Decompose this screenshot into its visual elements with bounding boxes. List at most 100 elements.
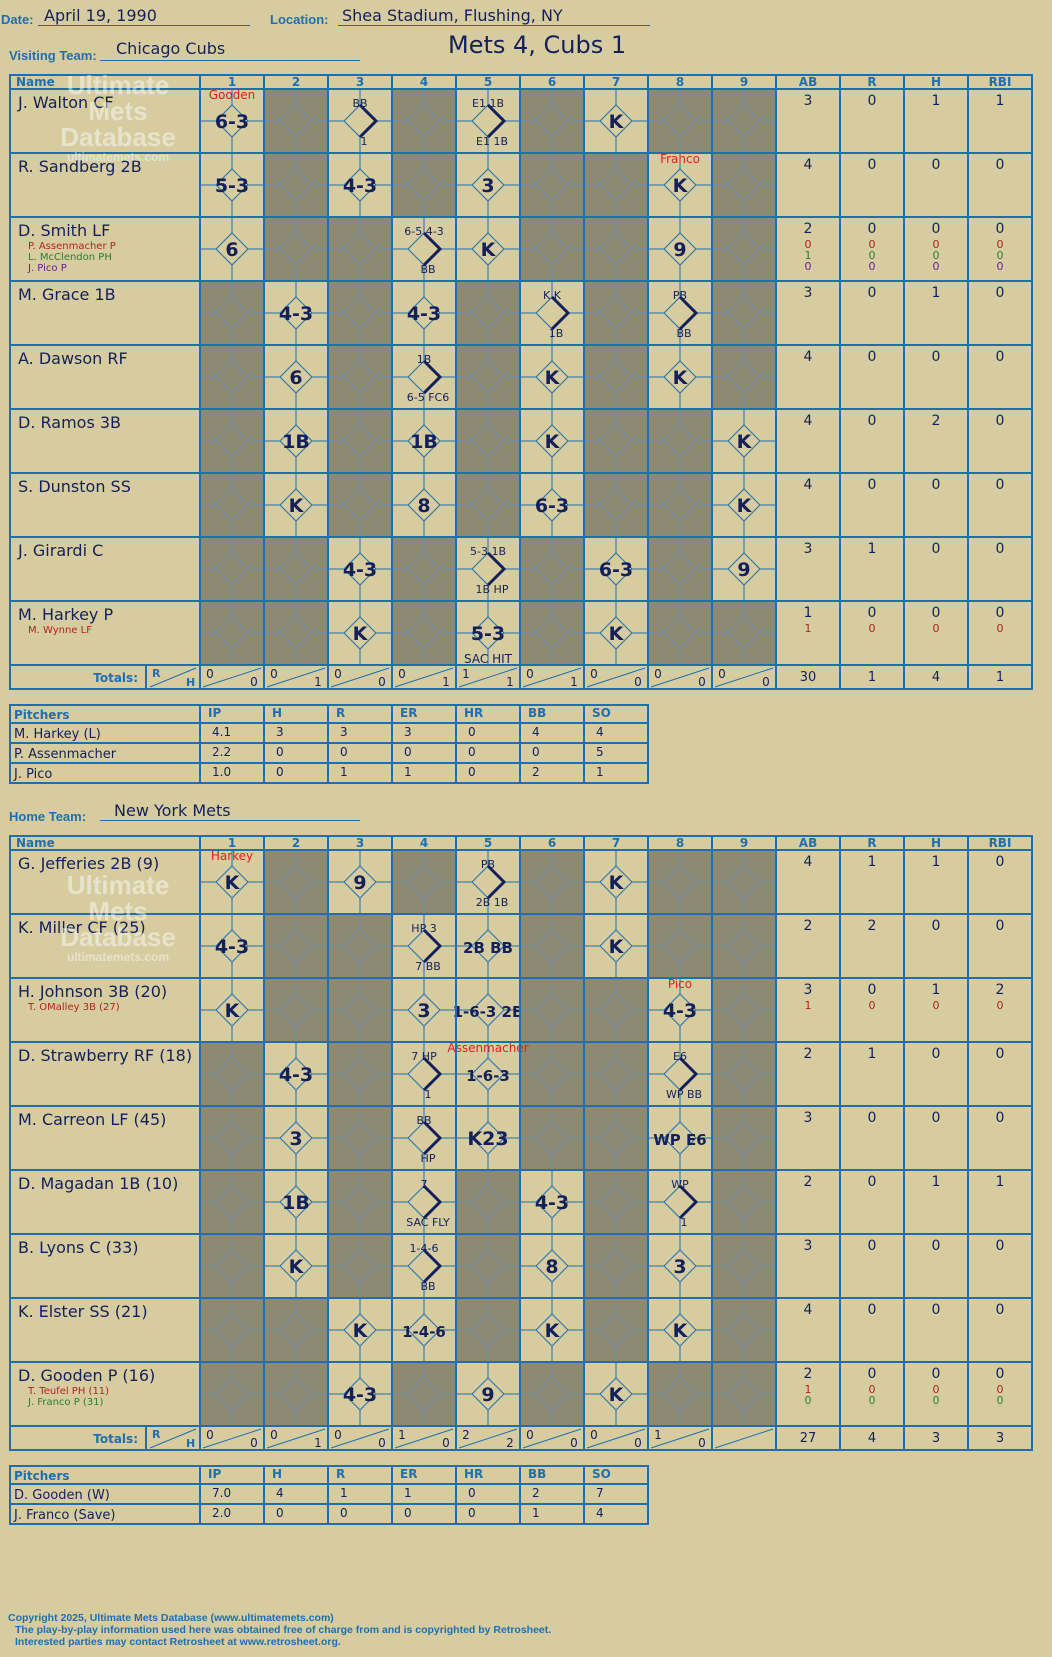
pitching-col-header: H: [272, 706, 282, 720]
play-notation: 5-3: [471, 623, 505, 645]
play-notation: K: [609, 111, 625, 133]
pitcher-stat: 3: [340, 725, 348, 739]
play-notation: K: [225, 1000, 241, 1022]
batter-stat: 1: [932, 854, 941, 870]
play-notation: 8: [545, 1256, 558, 1278]
inning-runs: 0: [654, 667, 662, 681]
inning-runs: 0: [590, 667, 598, 681]
pitching-col-header: BB: [528, 1467, 546, 1481]
batter-stat: 0: [932, 349, 941, 365]
total-slash: [458, 1428, 518, 1449]
play-notation: 1B: [282, 431, 310, 453]
play-notation: 1-6-3 2B: [453, 1003, 524, 1021]
watermark-line: Ultimate: [66, 70, 170, 100]
total-slash: [714, 1428, 774, 1449]
inning-hits: 0: [442, 1436, 450, 1450]
play-notation: K: [609, 936, 625, 958]
play-notation: K: [737, 431, 753, 453]
batter-stat: 1: [932, 1174, 941, 1190]
pitcher-stat: 5: [596, 745, 604, 759]
batter-stat: 0: [868, 1110, 877, 1126]
batter-stat: 0: [869, 999, 876, 1012]
batter-name: R. Sandberg 2B: [18, 157, 142, 176]
batter-name: S. Dunston SS: [18, 477, 131, 496]
play-notation: 3: [289, 1128, 302, 1150]
inning-runs: 0: [206, 667, 214, 681]
pitcher-stat: 7: [596, 1486, 604, 1500]
inning-hits: 2: [506, 1436, 514, 1450]
play-notation: 1-4-6: [410, 1242, 439, 1255]
pitcher-stat: 1: [532, 1506, 540, 1520]
batter-stat: 0: [868, 477, 877, 493]
play-notation: 6-3: [599, 559, 633, 581]
inning-hits: 0: [378, 1436, 386, 1450]
batter-name: B. Lyons C (33): [18, 1238, 139, 1257]
pitcher-stat: 1: [404, 765, 412, 779]
play-notation: K: [545, 431, 561, 453]
batter-name: M. Harkey P: [18, 605, 113, 624]
pitcher-stat: 1: [340, 765, 348, 779]
stat-header: R: [867, 836, 876, 850]
watermark-line: Database: [60, 922, 176, 952]
play-notation: 1: [425, 1088, 432, 1101]
batter-stat: 0: [869, 260, 876, 273]
play-notation: BB: [420, 1280, 435, 1293]
pitcher-name: J. Franco (Save): [13, 1508, 115, 1523]
play-notation: K: [545, 367, 561, 389]
batter-stat: 0: [869, 249, 876, 262]
batter-stat: 3: [804, 1110, 813, 1126]
batter-stat: 0: [933, 249, 940, 262]
batter-stat: 0: [997, 249, 1004, 262]
batter-stat: 4: [804, 1302, 813, 1318]
game-location: Shea Stadium, Flushing, NY: [342, 6, 563, 25]
total-stat: 30: [800, 670, 817, 685]
batter-stat: 0: [996, 605, 1005, 621]
play-notation: 9: [737, 559, 750, 581]
play-notation: K: [673, 175, 689, 197]
substitute-name: L. McClendon PH: [28, 252, 112, 263]
runner-path: [550, 295, 571, 331]
batter-stat: 1: [805, 1383, 812, 1396]
inning-runs: 0: [206, 1428, 214, 1442]
play-notation: 1B: [282, 1192, 310, 1214]
batter-stat: 0: [933, 1383, 940, 1396]
inning-header: 1: [228, 75, 236, 89]
play-notation: 4-3: [343, 559, 377, 581]
stat-header: AB: [799, 75, 817, 89]
runs-label: R: [152, 1428, 161, 1441]
batter-stat: 0: [805, 1394, 812, 1407]
batter-stat: 0: [996, 1302, 1005, 1318]
runner-path: [678, 1056, 699, 1092]
batter-stat: 2: [932, 413, 941, 429]
batter-name: J. Girardi C: [17, 541, 103, 560]
play-notation: K: [737, 495, 753, 517]
play-notation: BB: [352, 97, 367, 110]
batter-name: D. Gooden P (16): [18, 1366, 155, 1385]
inning-runs: 1: [654, 1428, 662, 1442]
play-annotation: SAC HIT: [464, 652, 513, 666]
batter-stat: 0: [996, 285, 1005, 301]
play-notation: E1 1B: [472, 97, 504, 110]
pitching-col-header: SO: [592, 706, 611, 720]
pitching-col-header: R: [336, 1467, 345, 1481]
pitching-col-header: ER: [400, 1467, 417, 1481]
batter-stat: 4: [804, 413, 813, 429]
total-slash: [394, 667, 454, 688]
inning-header: 6: [548, 75, 556, 89]
visiting-underline: [100, 60, 360, 61]
play-notation: 4-3: [535, 1192, 569, 1214]
batter-name: K. Miller CF (25): [18, 918, 146, 937]
batter-stat: 0: [805, 260, 812, 273]
play-notation: K: [481, 239, 497, 261]
inning-header: 3: [356, 75, 364, 89]
name-header: Name: [16, 836, 55, 850]
pitching-col-header: R: [336, 706, 345, 720]
hits-label: H: [186, 1437, 195, 1450]
play-notation: 7 BB: [415, 960, 441, 973]
play-notation: K: [289, 495, 305, 517]
play-annotation: Assenmacher: [447, 1041, 528, 1055]
home-team-label: Home Team:: [9, 809, 87, 824]
batter-stat: 0: [869, 1383, 876, 1396]
total-stat: 4: [932, 670, 940, 685]
batter-stat: 0: [996, 349, 1005, 365]
